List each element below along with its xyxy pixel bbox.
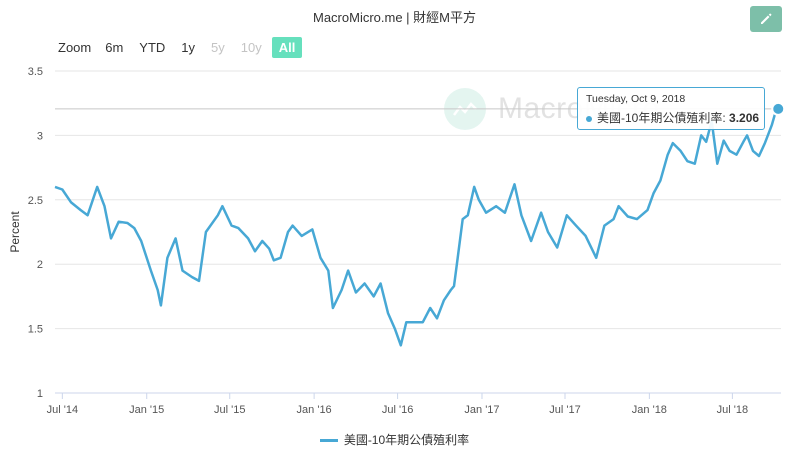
y-tick-label: 1 xyxy=(37,388,43,400)
page-title: MacroMicro.me | 財經M平方 xyxy=(313,10,476,25)
legend-swatch xyxy=(319,439,338,443)
x-tick-label: Jul '17 xyxy=(549,404,580,416)
y-tick-label: 2.5 xyxy=(28,195,43,207)
tooltip-separator: : xyxy=(722,111,730,125)
y-tick-label: 3 xyxy=(37,130,43,142)
x-tick-label: Jan '17 xyxy=(464,404,499,416)
tooltip-series-name: 美國-10年期公債殖利率 xyxy=(597,111,723,125)
legend-label: 美國-10年期公債殖利率 xyxy=(343,433,470,447)
zoom-5y-button: 5y xyxy=(211,39,225,55)
x-tick-label: Jul '18 xyxy=(717,404,748,416)
x-tick-label: Jul '16 xyxy=(382,404,413,416)
x-tick-label: Jul '15 xyxy=(214,404,245,416)
tooltip-series-dot xyxy=(586,115,592,122)
zoom-1y-button[interactable]: 1y xyxy=(181,39,196,55)
tooltip-date: Tuesday, Oct 9, 2018 xyxy=(586,93,686,105)
y-axis: 1 1.5 2 2.5 3 3.5 xyxy=(28,66,43,400)
tooltip-row: 美國-10年期公債殖利率: 3.206 xyxy=(586,109,760,126)
zoom-10y-button: 10y xyxy=(240,39,262,55)
pencil-icon xyxy=(761,13,772,24)
zoom-ytd-button[interactable]: YTD xyxy=(139,39,166,55)
x-tick-label: Jan '18 xyxy=(632,404,667,416)
y-tick-label: 3.5 xyxy=(28,66,43,78)
tooltip-value: 3.206 xyxy=(729,111,760,125)
zoom-bar: Zoom 6m YTD 1y 5y 10y All xyxy=(58,36,306,58)
x-tick-label: Jan '15 xyxy=(129,404,164,416)
x-tick-label: Jul '14 xyxy=(47,404,78,416)
tooltip: Tuesday, Oct 9, 2018 美國-10年期公債殖利率: 3.206 xyxy=(577,87,765,130)
zoom-6m-button[interactable]: 6m xyxy=(105,39,124,55)
legend[interactable]: 美國-10年期公債殖利率 xyxy=(0,431,789,448)
edit-button[interactable] xyxy=(750,6,782,32)
hover-marker xyxy=(771,101,786,116)
x-tick-label: Jan '16 xyxy=(297,404,332,416)
y-tick-label: 2 xyxy=(37,259,43,271)
zoom-label: Zoom xyxy=(58,39,92,55)
x-axis: Jul '14 Jan '15 Jul '15 Jan '16 Jul '16 Jan '… xyxy=(47,393,748,416)
grid-lines xyxy=(55,70,781,394)
series-line[interactable] xyxy=(54,108,780,347)
y-axis-title: Percent xyxy=(8,211,22,253)
y-tick-label: 1.5 xyxy=(28,324,43,336)
zoom-all-button[interactable]: All xyxy=(271,36,303,58)
